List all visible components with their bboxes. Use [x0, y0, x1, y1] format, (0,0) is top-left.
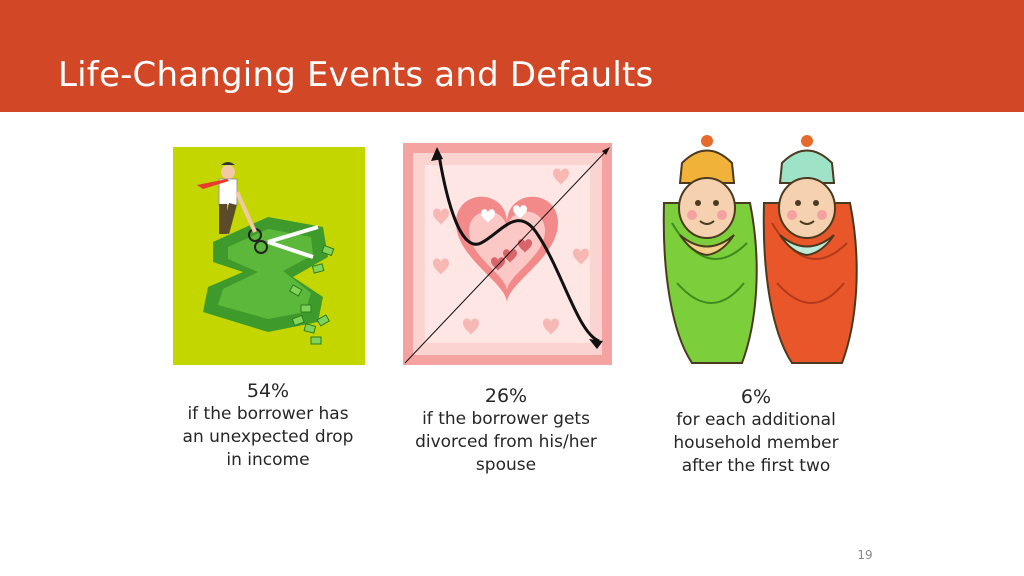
- event-text-line: if the borrower gets: [422, 409, 590, 429]
- slide-number: 19: [857, 548, 873, 562]
- event-percent: 6%: [740, 386, 772, 408]
- event-text-line: after the first two: [681, 456, 831, 476]
- event-caption-income: 54% if the borrower has an unexpected dr…: [168, 380, 368, 472]
- event-text-line: spouse: [475, 455, 537, 475]
- event-text-line: household member: [673, 433, 839, 453]
- event-text-line: for each additional: [676, 410, 836, 430]
- event-caption-divorce: 26% if the borrower gets divorced from h…: [400, 385, 612, 477]
- event-text-line: divorced from his/her: [415, 432, 597, 452]
- title-bar: Life-Changing Events and Defaults: [0, 0, 1024, 112]
- event-text-line: in income: [226, 450, 310, 470]
- businessman-cutting-money-icon: [173, 147, 365, 365]
- slide-title: Life-Changing Events and Defaults: [58, 55, 654, 95]
- event-caption-household: 6% for each additional household member …: [650, 386, 862, 478]
- event-text-line: an unexpected drop: [182, 427, 354, 447]
- event-percent: 54%: [246, 380, 290, 402]
- event-percent: 26%: [484, 385, 528, 407]
- twin-babies-icon: [662, 135, 858, 364]
- event-text-line: if the borrower has: [187, 404, 349, 424]
- heart-trend-icon: [403, 143, 612, 365]
